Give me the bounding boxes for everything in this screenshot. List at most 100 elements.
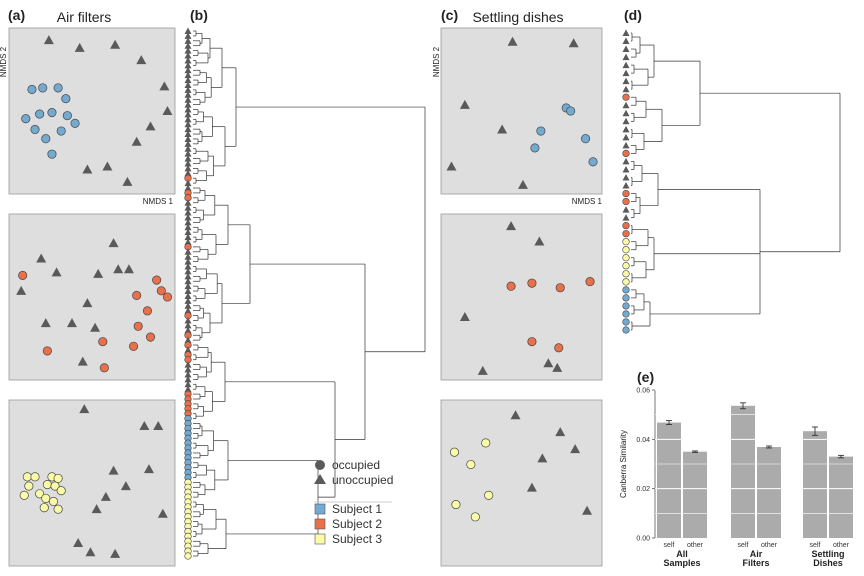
dendrogram-leaf-occupied (622, 189, 630, 198)
scatter-panel-c1 (440, 27, 603, 195)
dendrogram-leaf-unoccupied (184, 233, 192, 241)
unoccupied-point (145, 121, 156, 131)
unoccupied-point (153, 421, 164, 431)
dendrogram-leaf-occupied (622, 318, 630, 326)
unoccupied-point (93, 268, 104, 278)
scatter-background (8, 27, 176, 195)
unoccupied-point (110, 548, 121, 558)
dendrogram-leaf-occupied (622, 230, 630, 238)
unoccupied-point (552, 362, 563, 372)
unoccupied-point (136, 55, 147, 65)
occupied-point (62, 111, 72, 121)
dendrogram-leaf-occupied (622, 286, 630, 294)
dendrogram-leaf-occupied (622, 262, 630, 270)
occupied-point (133, 321, 143, 331)
dendrogram-d (622, 29, 841, 334)
occupied-point (47, 149, 57, 159)
legend-occupied-label: occupied (332, 458, 380, 472)
occupied-point (142, 306, 152, 316)
dendrogram-leaf-unoccupied (184, 110, 192, 118)
dendrogram-leaf-unoccupied (184, 302, 192, 309)
dendrogram-leaf-unoccupied (184, 258, 192, 265)
dendrogram-leaf-unoccupied (622, 125, 630, 133)
unoccupied-point (543, 358, 554, 368)
bar-group-label: Air (750, 549, 763, 559)
dendrogram-leaf-unoccupied (184, 326, 192, 334)
unoccupied-point (517, 179, 528, 189)
dendrogram-leaf-unoccupied (184, 32, 192, 39)
dendrogram-leaf-unoccupied (184, 277, 192, 285)
unoccupied-point (570, 444, 581, 454)
occupied-point (152, 275, 162, 285)
unoccupied-point (82, 164, 93, 174)
bar-chart-e: 0.00 0.02 0.04 0.06 Canberra Similarity self o… (619, 388, 855, 568)
unoccupied-point (507, 36, 518, 46)
nmds2-label-c: NMDS 2 (432, 46, 441, 77)
dendrogram-leaf-unoccupied (184, 42, 192, 49)
dendrogram-leaf-unoccupied (184, 199, 192, 206)
occupied-point (53, 504, 63, 514)
bar-label: other (833, 542, 850, 549)
bar-label: other (687, 542, 704, 549)
dendrogram-leaf-unoccupied (622, 37, 630, 45)
dendrogram-leaf-unoccupied (184, 86, 192, 93)
unoccupied-point (51, 267, 62, 277)
dendrogram-leaf-occupied (622, 270, 630, 278)
unoccupied-point (82, 298, 93, 308)
occupied-point (484, 490, 494, 500)
dendrogram-leaf-unoccupied (184, 385, 192, 393)
unoccupied-point (477, 365, 488, 375)
panel-label-c: (c) (441, 7, 458, 23)
bar-label: self (738, 542, 749, 549)
dendrogram-leaf-unoccupied (184, 370, 192, 378)
bar (731, 405, 755, 538)
occupied-point (132, 290, 142, 301)
dendrogram-leaf-unoccupied (622, 206, 630, 213)
unoccupied-point (582, 505, 593, 515)
dendrogram-leaf-unoccupied (184, 248, 192, 255)
dendrogram-leaf-unoccupied (622, 53, 630, 61)
dendrogram-leaf-unoccupied (184, 228, 192, 236)
unoccupied-point (526, 482, 537, 492)
dendrogram-leaf-unoccupied (184, 101, 192, 108)
dendrogram-leaf-unoccupied (184, 272, 192, 280)
dendrogram-leaf-unoccupied (622, 61, 630, 69)
dendrogram-leaf-unoccupied (184, 204, 192, 211)
bar-label: self (664, 542, 675, 549)
dendrogram-leaf-unoccupied (622, 109, 630, 117)
unoccupied-point (506, 221, 517, 231)
dendrogram-leaf-unoccupied (184, 238, 192, 245)
bar-group-label: Filters (742, 558, 769, 568)
dendrogram-leaf-occupied (622, 197, 630, 206)
occupied-point (19, 490, 29, 500)
unoccupied-point (74, 42, 85, 52)
nmds2-label-a: NMDS 2 (0, 46, 8, 77)
dendrogram-leaf-unoccupied (184, 169, 192, 177)
legend-subject2-label: Subject 2 (332, 517, 382, 531)
occupied-point (527, 337, 537, 347)
dendrogram-leaf-unoccupied (622, 69, 630, 77)
dendrogram-leaf-unoccupied (184, 346, 192, 353)
unoccupied-point (459, 99, 470, 109)
legend-subject1-swatch (314, 503, 326, 515)
occupied-point (61, 94, 71, 104)
bar-y-tick-label: 0.04 (636, 437, 650, 444)
dendrogram-b (184, 27, 426, 560)
dendrogram-leaf-unoccupied (184, 316, 192, 324)
dendrogram-leaf-unoccupied (184, 145, 192, 152)
occupied-point (156, 286, 166, 296)
occupied-point (27, 84, 37, 94)
occupied-point (527, 278, 537, 288)
dendrogram-leaf-unoccupied (622, 133, 630, 141)
dendrogram-leaf-unoccupied (184, 47, 192, 54)
bar-group-label: All (676, 549, 688, 559)
dendrogram-leaf-occupied (622, 246, 630, 254)
legend: occupied unoccupied Subject 1 Subject 2 … (314, 458, 393, 546)
occupied-point (506, 281, 516, 291)
dendrogram-leaf-unoccupied (184, 287, 192, 295)
occupied-point (35, 489, 45, 499)
dendrogram-leaf-unoccupied (622, 165, 630, 173)
bar (683, 451, 707, 538)
dendrogram-leaf-unoccupied (184, 56, 192, 64)
nmds1-label-c: NMDS 1 (572, 197, 603, 206)
